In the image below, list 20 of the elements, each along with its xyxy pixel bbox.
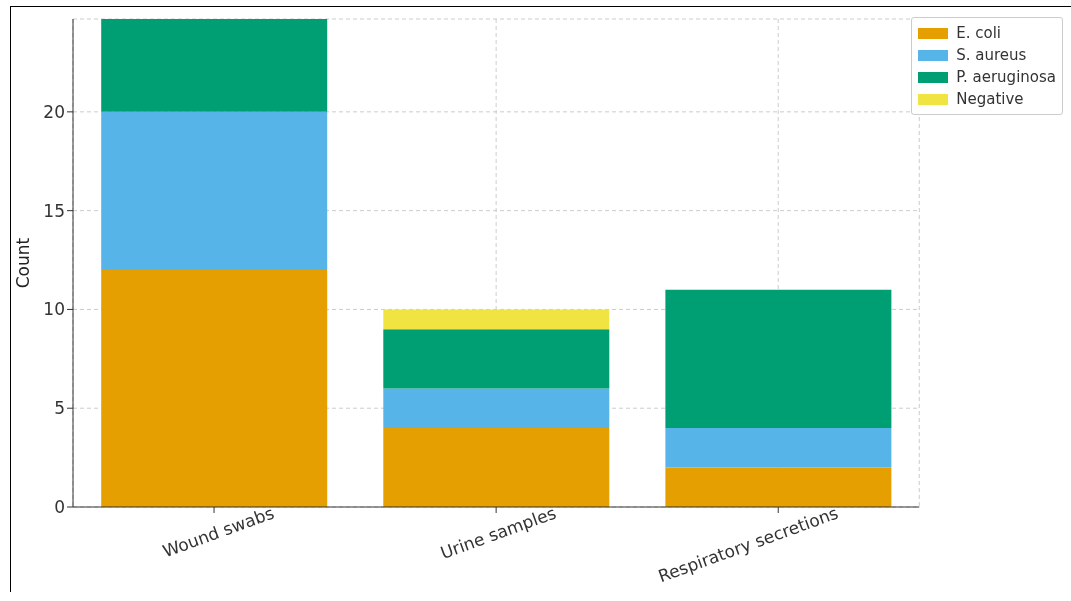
- y-tick-label: 10: [43, 299, 65, 320]
- y-axis-title: Count: [13, 237, 34, 289]
- bar: [383, 309, 610, 330]
- bar: [101, 269, 328, 507]
- bar: [383, 329, 610, 389]
- bar: [101, 111, 328, 270]
- legend-label: Negative: [956, 90, 1024, 108]
- bar: [101, 19, 328, 112]
- legend-label: S. aureus: [956, 46, 1027, 64]
- legend-label: P. aeruginosa: [956, 68, 1056, 86]
- y-tick-label: 5: [54, 398, 65, 419]
- bar: [665, 289, 892, 428]
- y-tick-label: 0: [54, 497, 65, 518]
- bar: [383, 427, 610, 507]
- y-tick-label: 15: [43, 200, 65, 221]
- bar: [665, 467, 892, 507]
- bar: [665, 427, 892, 468]
- legend-label: E. coli: [956, 24, 1002, 42]
- bar: [383, 388, 610, 428]
- y-tick-label: 20: [43, 101, 65, 122]
